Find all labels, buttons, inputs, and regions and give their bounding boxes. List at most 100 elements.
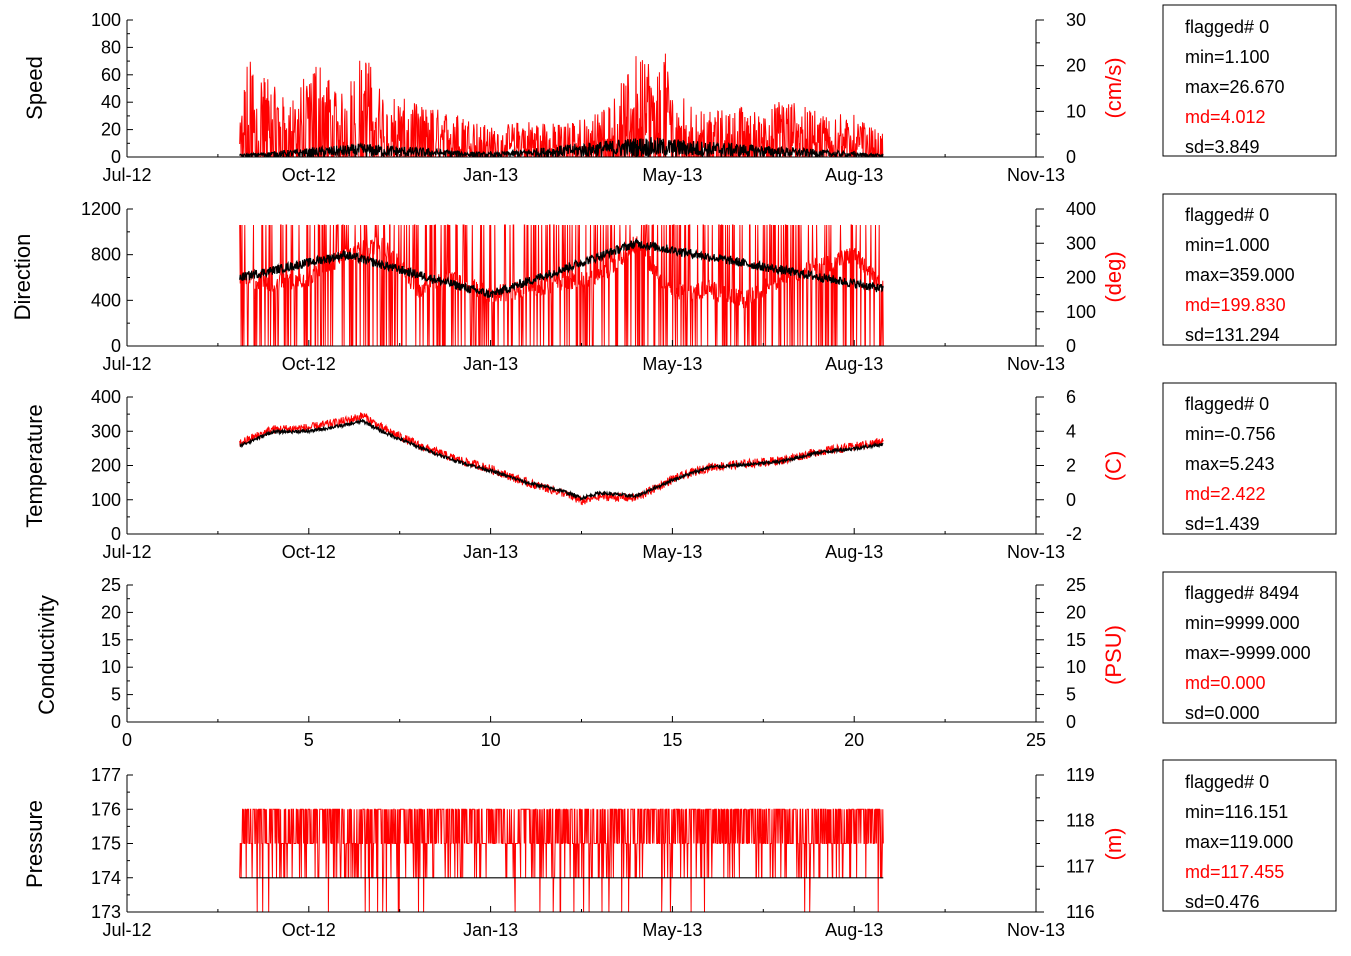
y-right-tick-label: 30 [1066,10,1086,30]
y-tick-label: 0 [111,336,121,356]
y-right-tick-label: 0 [1066,147,1076,167]
x-tick-label: Jul-12 [102,542,151,562]
y-tick-label: 10 [101,657,121,677]
stats-box [1162,382,1337,535]
stat-md: md=199.830 [1185,295,1286,315]
y-tick-label: 0 [111,712,121,732]
y-right-tick-label: 5 [1066,685,1076,705]
y-tick-label: 0 [111,147,121,167]
y-right-tick-label: 10 [1066,657,1086,677]
axes: 0 5 10 15 20 25 0 5 10 15 20 25 0 5 10 15 20 25 [101,575,1086,750]
x-tick-label: May-13 [642,542,702,562]
stat-min: min=9999.000 [1185,613,1300,633]
stat-max: max=119.000 [1185,832,1293,852]
y-right-tick-label: 4 [1066,421,1076,441]
stat-md: md=2.422 [1185,484,1266,504]
axes: Jul-12 Oct-12 Jan-13 May-13 Aug-13 Nov-13 0 100… [91,387,1082,562]
y-axis-title-left: Temperature [22,404,47,528]
y-tick-label: 15 [101,630,121,650]
y-tick-label: 25 [101,575,121,595]
stat-sd: sd=0.000 [1185,703,1260,723]
x-tick-label: Jan-13 [463,354,518,374]
y-right-tick-label: 6 [1066,387,1076,407]
stats-box [1162,193,1337,346]
x-tick-label: Aug-13 [825,354,883,374]
y-right-tick-label: 0 [1066,336,1076,356]
x-tick-label: Oct-12 [282,354,336,374]
x-tick-label: Jul-12 [102,354,151,374]
x-tick-label: 15 [662,730,682,750]
y-right-tick-label: -2 [1066,524,1082,544]
x-tick-label: 25 [1026,730,1046,750]
stat-max: max=26.670 [1185,77,1285,97]
plot-area [239,224,884,346]
y-tick-label: 176 [91,799,121,819]
axes: Jul-12 Oct-12 Jan-13 May-13 Aug-13 Nov-13 173 1… [91,765,1095,940]
y-tick-label: 100 [91,490,121,510]
y-tick-label: 177 [91,765,121,785]
y-tick-label: 800 [91,245,121,265]
x-tick-label: Nov-13 [1007,165,1065,185]
y-axis-title-left: Pressure [22,800,47,888]
stats-box [1162,759,1337,912]
y-tick-label: 300 [91,421,121,441]
y-right-tick-label: 118 [1066,811,1095,831]
stat-flagged: flagged# 0 [1185,17,1269,37]
y-right-tick-label: 20 [1066,602,1086,622]
stat-min: min=1.000 [1185,235,1270,255]
plot-area [239,808,884,912]
x-tick-label: Oct-12 [282,542,336,562]
y-tick-label: 400 [91,387,121,407]
x-tick-label: 5 [304,730,314,750]
series-primary-line [239,53,884,157]
y-right-tick-label: 100 [1066,302,1096,322]
y-tick-label: 60 [101,65,121,85]
y-tick-label: 200 [91,456,121,476]
y-tick-label: 5 [111,685,121,705]
y-tick-label: 174 [91,868,121,888]
stat-sd: sd=0.476 [1185,892,1260,912]
y-axis-title-right: (PSU) [1101,625,1126,685]
y-axis-title-right: (m) [1101,828,1126,861]
y-right-tick-label: 117 [1066,856,1095,876]
y-right-tick-label: 116 [1066,902,1095,922]
stat-sd: sd=131.294 [1185,325,1280,345]
panel-direction: Direction (deg) flagged# 0 min=1.000 max… [10,193,1337,374]
stat-min: min=116.151 [1185,802,1288,822]
y-tick-label: 80 [101,37,121,57]
series-secondary-line [239,137,884,157]
x-tick-label: Nov-13 [1007,354,1065,374]
x-tick-label: Oct-12 [282,165,336,185]
stat-max: max=-9999.000 [1185,643,1311,663]
x-tick-label: Jan-13 [463,920,518,940]
stat-max: max=5.243 [1185,454,1275,474]
y-axis-title-left: Direction [10,234,35,321]
stat-sd: sd=3.849 [1185,137,1260,157]
panel-speed: Speed (cm/s) flagged# 0 min=1.100 max=26… [22,4,1337,185]
stat-sd: sd=1.439 [1185,514,1260,534]
y-right-tick-label: 0 [1066,712,1076,732]
y-right-tick-label: 300 [1066,233,1096,253]
x-tick-label: May-13 [642,920,702,940]
y-right-tick-label: 10 [1066,101,1086,121]
x-tick-label: Oct-12 [282,920,336,940]
y-tick-label: 20 [101,120,121,140]
x-tick-label: Jan-13 [463,542,518,562]
panel-temperature: Temperature (C) flagged# 0 min=-0.756 ma… [22,382,1337,562]
stats-box [1162,571,1337,724]
stat-flagged: flagged# 0 [1185,772,1269,792]
y-tick-label: 1200 [81,199,121,219]
y-tick-label: 100 [91,10,121,30]
stat-flagged: flagged# 8494 [1185,583,1299,603]
x-tick-label: Jul-12 [102,165,151,185]
x-tick-label: 20 [844,730,864,750]
stat-md: md=4.012 [1185,107,1266,127]
stat-flagged: flagged# 0 [1185,394,1269,414]
x-tick-label: Aug-13 [825,165,883,185]
stat-flagged: flagged# 0 [1185,205,1269,225]
panel-conductivity: Conductivity (PSU) flagged# 8494 min=999… [34,571,1337,750]
y-right-tick-label: 25 [1066,575,1086,595]
y-axis-title-left: Speed [22,56,47,120]
stat-min: min=1.100 [1185,47,1270,67]
x-tick-label: May-13 [642,165,702,185]
